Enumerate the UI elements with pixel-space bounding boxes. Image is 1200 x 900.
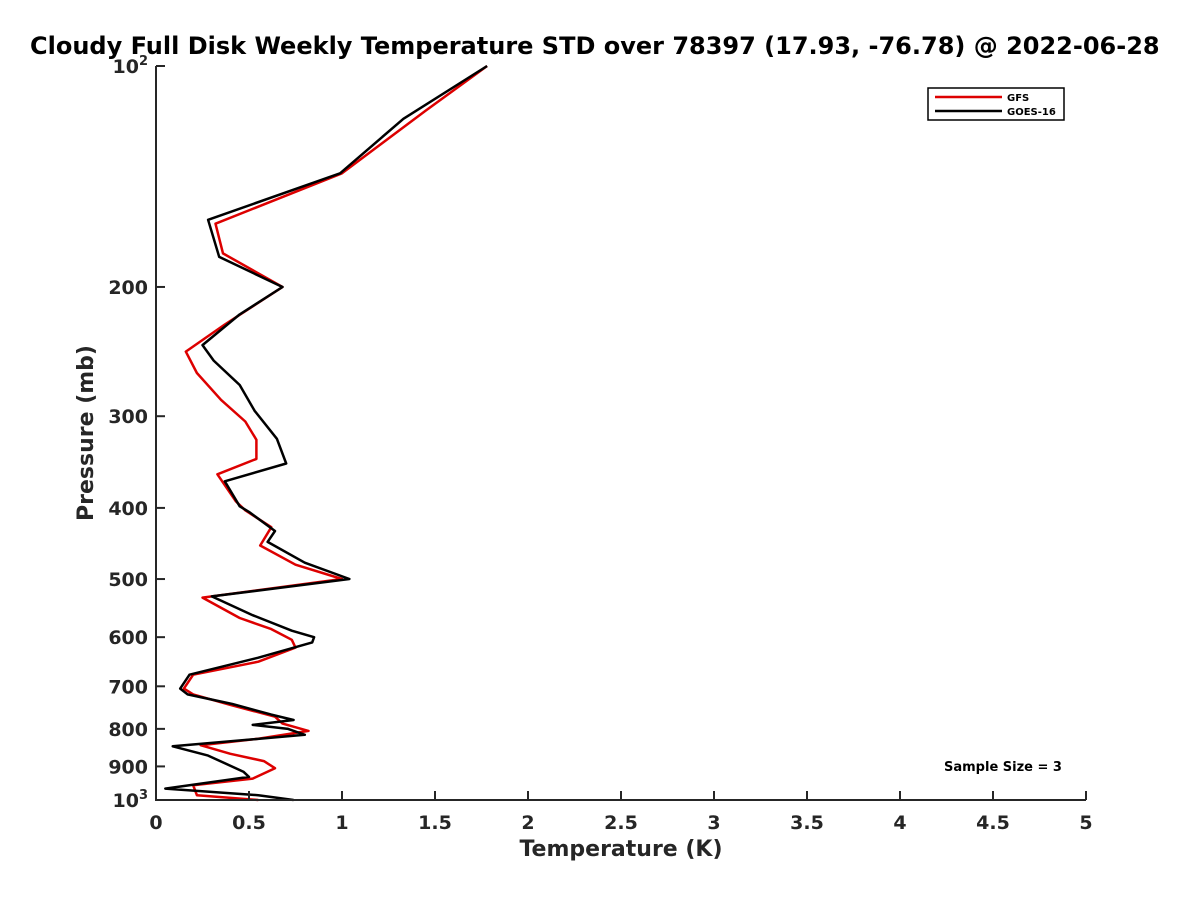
- x-tick-label: 0: [149, 812, 162, 834]
- x-tick-label: 2: [521, 812, 534, 834]
- y-tick-label: 102: [113, 54, 149, 78]
- legend-box: [927, 87, 1065, 121]
- y-tick-label: 600: [108, 627, 148, 649]
- sample-size-annotation: Sample Size = 3: [944, 760, 1062, 775]
- x-tick-label: 1: [335, 812, 348, 834]
- y-tick-label: 200: [108, 277, 148, 299]
- series-line-gfs: [182, 64, 488, 802]
- y-tick-label: 400: [108, 498, 148, 520]
- legend: GFS GOES-16: [927, 87, 1065, 121]
- x-tick-label: 2.5: [604, 812, 638, 834]
- x-tick-label: 4: [893, 812, 906, 834]
- ticks-layer: 0 0.5 1 1.5 2 2.5 3 3.5 4 4.5 5 102 200 300 400 500 600 7…: [108, 54, 1092, 834]
- axes-layer: [155, 66, 1086, 801]
- y-tick-label: 800: [108, 719, 148, 741]
- series-layer: [164, 64, 488, 802]
- y-tick-label: 700: [108, 676, 148, 698]
- y-tick-label: 900: [108, 756, 148, 778]
- y-tick-label: 500: [108, 569, 148, 591]
- x-tick-label: 4.5: [976, 812, 1010, 834]
- x-tick-label: 0.5: [232, 812, 266, 834]
- x-tick-label: 3.5: [790, 812, 824, 834]
- series-line-goes16: [164, 64, 488, 802]
- y-tick-label: 103: [113, 788, 149, 812]
- x-tick-label: 5: [1079, 812, 1092, 834]
- x-tick-label: 3: [707, 812, 720, 834]
- y-tick-label: 300: [108, 406, 148, 428]
- y-axis-label: Pressure (mb): [74, 345, 99, 521]
- x-tick-label: 1.5: [418, 812, 452, 834]
- legend-label-gfs: GFS: [1007, 93, 1029, 104]
- chart-title: Cloudy Full Disk Weekly Temperature STD …: [30, 32, 1160, 60]
- legend-label-goes16: GOES-16: [1007, 107, 1056, 118]
- x-axis-label: Temperature (K): [519, 837, 722, 862]
